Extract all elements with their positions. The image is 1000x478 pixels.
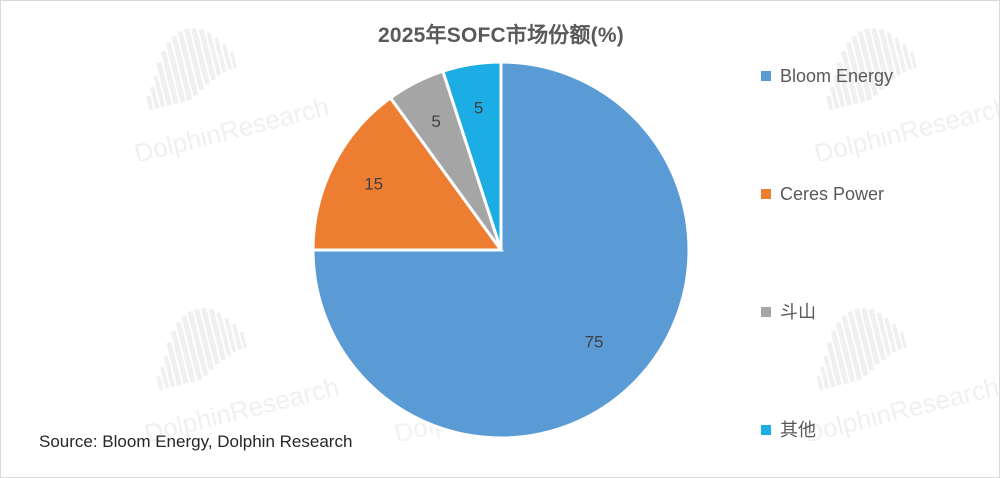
pie-data-label: 5 (474, 98, 483, 117)
pie-data-label: 15 (364, 175, 383, 194)
source-note: Source: Bloom Energy, Dolphin Research (39, 432, 353, 451)
pie-data-label: 75 (585, 333, 604, 352)
legend-item-bloom-energy[interactable]: Bloom Energy (761, 63, 991, 89)
chart-legend: Bloom Energy Ceres Power 斗山 其他 (761, 63, 991, 443)
pie-chart-plot-area: 75 15 5 5 (301, 50, 701, 450)
legend-swatch-doosan-icon (761, 307, 771, 317)
pie-data-label-group: 75 15 5 5 (364, 98, 603, 351)
legend-swatch-ceres-power-icon (761, 189, 771, 199)
pie-slice[interactable] (311, 95, 504, 252)
legend-swatch-bloom-energy-icon (761, 71, 771, 81)
pie-data-label: 5 (431, 112, 440, 131)
legend-label-other: 其他 (780, 420, 816, 440)
pie-slice[interactable] (441, 60, 503, 251)
legend-label-ceres-power: Ceres Power (780, 184, 885, 204)
legend-swatch-other-icon (761, 425, 771, 435)
pie-slice-group (311, 60, 691, 440)
legend-item-other[interactable]: 其他 (761, 417, 991, 443)
legend-label-bloom-energy: Bloom Energy (780, 66, 894, 86)
legend-item-ceres-power[interactable]: Ceres Power (761, 181, 991, 207)
legend-label-doosan: 斗山 (780, 302, 816, 322)
legend-item-doosan[interactable]: 斗山 (761, 299, 991, 325)
pie-svg: 75 15 5 5 (311, 60, 691, 440)
chart-title: 2025年SOFC市场份额(%) (378, 24, 624, 47)
